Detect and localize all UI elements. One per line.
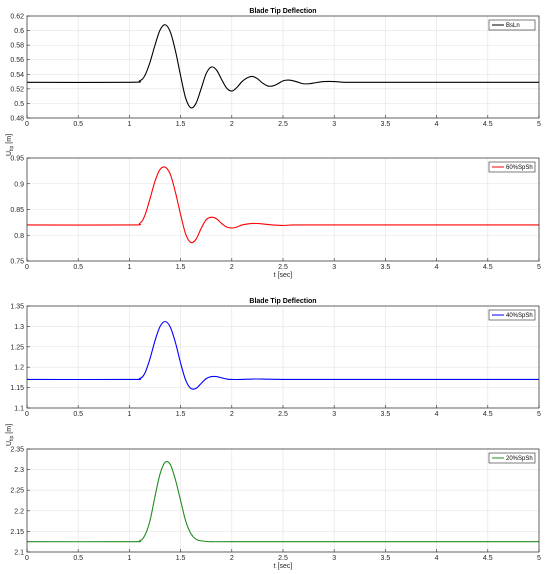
legend-box — [488, 452, 536, 464]
x-axis-label: t [sec] — [274, 272, 293, 279]
y-tick-label: 1.2 — [14, 365, 24, 372]
y-axis-label-bottom: Utip[m] — [6, 424, 15, 446]
x-tick-label: 5 — [537, 411, 541, 418]
x-tick-label: 2 — [230, 121, 234, 128]
axes-frame — [26, 15, 540, 119]
legend-label: 40%SpSh — [506, 313, 533, 319]
x-tick-label: 0.5 — [73, 555, 83, 562]
legend-label: 60%SpSh — [506, 165, 533, 171]
x-tick-label: 4 — [435, 264, 439, 271]
x-tick-label: 0 — [25, 555, 29, 562]
x-tick-label: 1.5 — [176, 121, 186, 128]
y-tick-label: 1.35 — [10, 304, 24, 311]
legend-label: 20%SpSh — [506, 456, 533, 462]
y-tick-label: 2.2 — [14, 508, 24, 515]
x-tick-label: 4 — [435, 411, 439, 418]
x-tick-label: 4 — [435, 555, 439, 562]
x-tick-label: 2 — [230, 411, 234, 418]
x-tick-label: 4.5 — [483, 264, 493, 271]
legend-box — [488, 309, 536, 321]
y-tick-label: 2.1 — [14, 550, 24, 557]
y-tick-label: 0.5 — [14, 101, 24, 108]
x-tick-label: 4.5 — [483, 555, 493, 562]
panel-bsln: 0 0.5 1 1.5 2 2.5 3 3.5 4 4.5 5 0.48 0.5 0.52 0.54 0.56… — [10, 14, 541, 129]
x-axis-label: t [sec] — [274, 563, 293, 570]
x-tick-label: 2 — [230, 264, 234, 271]
x-tick-label: 1 — [127, 411, 131, 418]
y-axis-label-top: Utip[m] — [6, 134, 15, 156]
legend-box — [488, 161, 536, 173]
x-tick-label: 5 — [537, 555, 541, 562]
figure-title-bottom: Blade Tip Deflection — [249, 298, 316, 305]
panel-20-spsh: 0 0.5 1 1.5 2 2.5 3 3.5 4 4.5 5 2.1 2.15 2.2 2.25 2.3 2.… — [10, 447, 541, 571]
x-tick-label: 0 — [25, 121, 29, 128]
y-tick-label: 1.25 — [10, 344, 24, 351]
x-tick-label: 2.5 — [278, 555, 288, 562]
x-tick-label: 2.5 — [278, 121, 288, 128]
y-tick-label: 0.9 — [14, 181, 24, 188]
x-tick-label: 3 — [332, 555, 336, 562]
y-tick-label: 0.48 — [10, 116, 24, 123]
y-tick-label: 0.95 — [10, 156, 24, 163]
x-tick-label: 0.5 — [73, 264, 83, 271]
y-tick-label: 0.58 — [10, 43, 24, 50]
x-tick-label: 3.5 — [381, 121, 391, 128]
x-tick-label: 1.5 — [176, 411, 186, 418]
x-tick-label: 1.5 — [176, 264, 186, 271]
figure-title-top: Blade Tip Deflection — [249, 8, 316, 15]
x-tick-label: 2 — [230, 555, 234, 562]
y-tick-label: 0.52 — [10, 86, 24, 93]
legend-box — [488, 19, 536, 31]
series-line — [26, 460, 539, 543]
x-tick-label: 4.5 — [483, 411, 493, 418]
x-tick-label: 4.5 — [483, 121, 493, 128]
x-tick-label: 3 — [332, 264, 336, 271]
x-tick-label: 3.5 — [381, 411, 391, 418]
y-tick-label: 0.56 — [10, 57, 24, 64]
x-tick-label: 2.5 — [278, 264, 288, 271]
x-tick-label: 1 — [127, 555, 131, 562]
x-tick-label: 1.5 — [176, 555, 186, 562]
x-tick-label: 3.5 — [381, 264, 391, 271]
x-tick-label: 0.5 — [73, 121, 83, 128]
axes-frame — [26, 157, 540, 262]
y-tick-label: 0.8 — [14, 233, 24, 240]
y-tick-label: 1.3 — [14, 324, 24, 331]
panel-60-spsh: 0 0.5 1 1.5 2 2.5 3 3.5 4 4.5 5 0.75 0.8 0.85 0.9 0.95 6… — [10, 156, 541, 280]
series-line — [26, 320, 539, 390]
y-tick-label: 2.25 — [10, 488, 24, 495]
y-tick-label: 1.15 — [10, 385, 24, 392]
x-tick-label: 4 — [435, 121, 439, 128]
x-tick-label: 5 — [537, 121, 541, 128]
x-tick-label: 0.5 — [73, 411, 83, 418]
y-tick-label: 0.6 — [14, 28, 24, 35]
y-tick-label: 2.35 — [10, 447, 24, 454]
x-tick-label: 5 — [537, 264, 541, 271]
y-tick-label: 2.3 — [14, 467, 24, 474]
axes-frame — [26, 305, 540, 409]
axes-frame — [26, 448, 540, 553]
x-tick-label: 3 — [332, 121, 336, 128]
y-tick-label: 0.62 — [10, 14, 24, 21]
y-tick-label: 0.75 — [10, 259, 24, 266]
x-tick-label: 2.5 — [278, 411, 288, 418]
series-line — [26, 24, 539, 109]
x-tick-label: 0 — [25, 264, 29, 271]
series-line — [26, 166, 539, 244]
y-tick-label: 0.85 — [10, 207, 24, 214]
y-tick-label: 2.15 — [10, 529, 24, 536]
x-tick-label: 3 — [332, 411, 336, 418]
legend-label: BsLn — [506, 23, 520, 29]
panel-40-spsh: 0 0.5 1 1.5 2 2.5 3 3.5 4 4.5 5 1.1 1.15 1.2 1.25 1.3 1.… — [10, 304, 541, 419]
x-tick-label: 0 — [25, 411, 29, 418]
y-tick-label: 0.54 — [10, 72, 24, 79]
x-tick-label: 1 — [127, 121, 131, 128]
x-tick-label: 1 — [127, 264, 131, 271]
x-tick-label: 3.5 — [381, 555, 391, 562]
y-tick-label: 1.1 — [14, 406, 24, 413]
